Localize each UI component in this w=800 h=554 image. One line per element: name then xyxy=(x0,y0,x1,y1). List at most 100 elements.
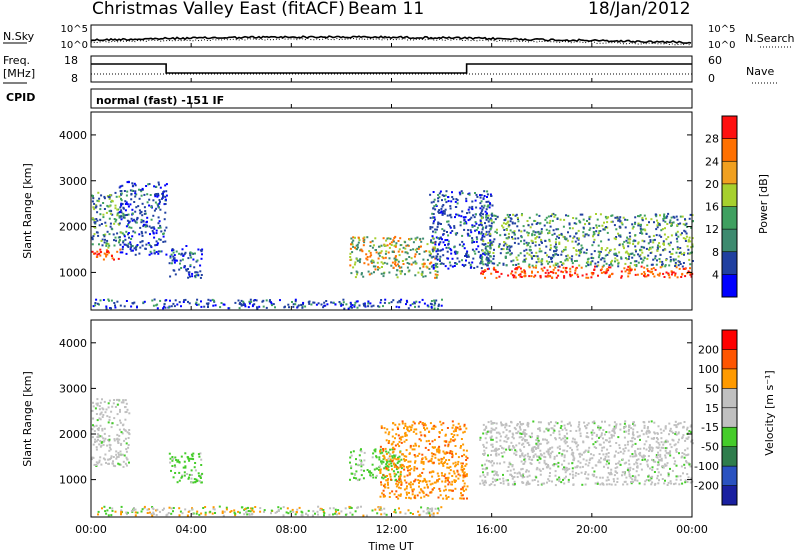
echo-cell xyxy=(535,223,538,225)
echo-cell xyxy=(488,484,491,487)
echo-cell xyxy=(392,470,395,473)
echo-cell xyxy=(400,481,403,484)
echo-cell xyxy=(188,473,191,476)
colorbar-swatch xyxy=(722,251,737,275)
echo-cell xyxy=(497,453,500,456)
echo-cell xyxy=(116,440,119,443)
echo-cell xyxy=(438,459,441,462)
echo-cell xyxy=(191,512,194,515)
echo-cell xyxy=(548,475,551,478)
echo-cell xyxy=(169,275,172,278)
echo-cell xyxy=(604,215,607,218)
echo-cell xyxy=(398,440,401,443)
echo-cell xyxy=(606,459,609,462)
echo-cell xyxy=(342,298,345,301)
echo-cell xyxy=(108,416,111,419)
echo-cell xyxy=(398,486,400,489)
echo-cell xyxy=(464,264,467,266)
echo-cell xyxy=(461,494,464,497)
noise-left-tick-bottom: 10^0 xyxy=(61,40,88,51)
echo-cell xyxy=(294,300,297,303)
echo-cell xyxy=(618,251,621,254)
echo-cell xyxy=(465,222,468,225)
echo-cell xyxy=(491,445,494,448)
echo-cell xyxy=(320,303,323,306)
echo-cell xyxy=(108,446,111,449)
echo-cell xyxy=(358,259,361,262)
echo-cell xyxy=(207,306,209,308)
echo-cell xyxy=(168,262,171,265)
echo-cell xyxy=(498,262,501,265)
echo-cell xyxy=(95,464,98,466)
echo-cell xyxy=(269,301,272,304)
echo-cell xyxy=(183,253,186,256)
echo-cell xyxy=(576,448,579,451)
echo-cell xyxy=(500,424,503,427)
echo-cell xyxy=(410,467,413,470)
echo-cell xyxy=(519,449,522,452)
echo-cell xyxy=(142,223,145,226)
echo-cell xyxy=(425,458,428,461)
echo-cell xyxy=(683,253,685,256)
echo-cell xyxy=(138,233,141,236)
echo-cell xyxy=(520,436,523,439)
echo-cell xyxy=(607,466,610,469)
echo-cell xyxy=(436,262,439,265)
echo-cell xyxy=(392,446,395,449)
echo-cell xyxy=(479,194,481,197)
echo-cell xyxy=(454,216,456,219)
echo-cell xyxy=(591,273,594,276)
echo-cell xyxy=(178,471,181,474)
echo-cell xyxy=(400,467,403,470)
echo-cell xyxy=(436,265,439,268)
echo-cell xyxy=(200,274,203,276)
echo-cell xyxy=(106,444,109,447)
echo-cell xyxy=(531,435,533,438)
echo-cell xyxy=(503,241,506,244)
echo-cell xyxy=(121,432,124,435)
echo-cell xyxy=(126,458,129,461)
echo-cell xyxy=(654,268,657,271)
echo-cell xyxy=(582,234,585,237)
y-tick-label: 4000 xyxy=(59,129,87,142)
echo-cell xyxy=(667,272,670,275)
echo-cell xyxy=(91,428,94,431)
echo-cell xyxy=(485,425,488,428)
echo-cell xyxy=(641,459,644,461)
echo-cell xyxy=(566,450,569,453)
echo-cell xyxy=(495,449,497,452)
echo-cell xyxy=(556,218,559,220)
echo-cell xyxy=(523,458,526,461)
echo-cell xyxy=(130,193,133,196)
echo-cell xyxy=(308,300,311,303)
echo-cell xyxy=(685,222,688,225)
echo-cell xyxy=(675,424,678,427)
echo-cell xyxy=(490,431,493,434)
echo-cell xyxy=(578,421,581,424)
echo-cell xyxy=(456,470,459,473)
echo-cell xyxy=(391,468,393,471)
echo-cell xyxy=(363,302,366,305)
echo-cell xyxy=(103,195,106,198)
echo-cell xyxy=(603,433,606,436)
echo-cell xyxy=(578,427,581,430)
echo-cell xyxy=(661,228,664,231)
freq-trace xyxy=(91,63,692,74)
echo-cell xyxy=(109,212,112,215)
echo-cell xyxy=(202,507,205,509)
echo-cell xyxy=(556,446,559,449)
echo-cell xyxy=(577,237,580,240)
echo-cell xyxy=(502,263,505,266)
echo-cell xyxy=(398,475,400,478)
echo-cell xyxy=(118,453,120,456)
echo-cell xyxy=(123,454,126,457)
echo-cell xyxy=(461,462,464,465)
echo-cell xyxy=(689,240,692,243)
echo-cell xyxy=(679,247,682,249)
echo-cell xyxy=(481,228,484,231)
echo-cell xyxy=(184,465,187,468)
echo-cell xyxy=(493,422,496,424)
echo-cell xyxy=(430,457,433,460)
echo-cell xyxy=(621,471,624,474)
echo-cell xyxy=(162,192,164,195)
